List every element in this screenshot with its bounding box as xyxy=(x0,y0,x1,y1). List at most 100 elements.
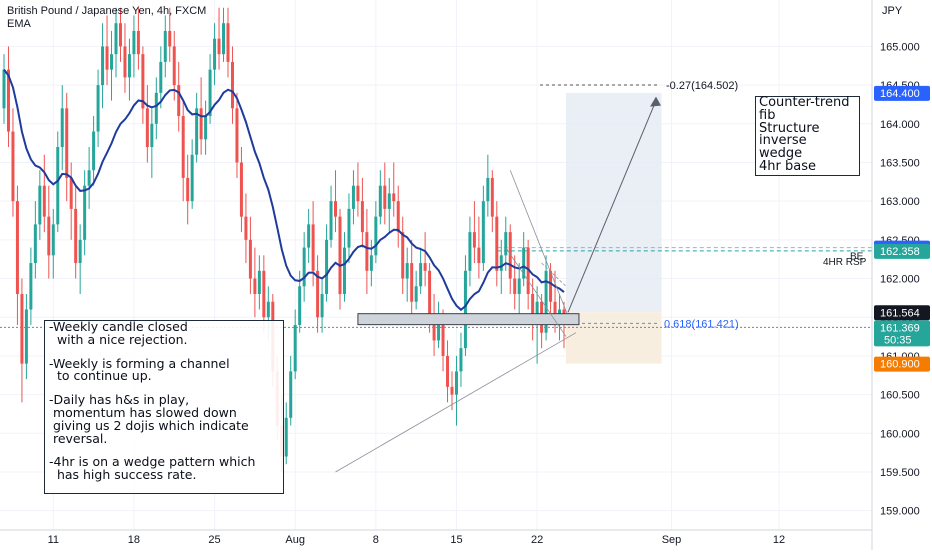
candle-body xyxy=(141,54,145,109)
candle-body xyxy=(298,286,302,325)
candle-body xyxy=(127,54,131,78)
candle-body xyxy=(101,46,105,86)
wedge-upper-line xyxy=(509,170,568,314)
candle-body xyxy=(248,239,252,279)
candle-body xyxy=(11,131,15,202)
x-tick-label: 15 xyxy=(450,534,462,546)
candle-body xyxy=(257,270,261,295)
candle-body xyxy=(20,294,24,364)
candle-body xyxy=(387,193,391,209)
y-tick-label: 160.000 xyxy=(880,428,920,440)
candle-body xyxy=(360,201,364,233)
candle-body xyxy=(154,92,158,124)
candle-body xyxy=(105,46,109,70)
note-line: Structure xyxy=(759,120,820,136)
candle-body xyxy=(65,108,69,178)
candle-body xyxy=(204,116,208,140)
rsp-label: 4HR RSP xyxy=(823,257,867,268)
candle-body xyxy=(472,232,476,248)
candle-body xyxy=(74,208,78,264)
note-line: -Weekly is forming a channel xyxy=(49,355,230,371)
candle-body xyxy=(235,108,239,163)
candle-body xyxy=(316,270,320,318)
wedge-lower-line xyxy=(505,247,567,337)
candle-body xyxy=(190,154,194,202)
candle-body xyxy=(56,147,60,225)
candle-body xyxy=(405,263,409,279)
candle-body xyxy=(419,263,423,287)
candle-body xyxy=(253,278,257,295)
candle-body xyxy=(2,69,6,109)
price-badge-label: 164.400 xyxy=(880,88,920,100)
candle-body xyxy=(186,177,190,202)
candle-body xyxy=(374,216,378,256)
candle-body xyxy=(132,30,136,55)
candle-body xyxy=(213,38,217,70)
candle-body xyxy=(450,386,454,395)
candle-body xyxy=(96,85,100,132)
candle-body xyxy=(159,61,163,93)
candle-body xyxy=(266,301,270,318)
setup-note-box[interactable]: Counter-trend fib Structure inverse wedge 4hr… xyxy=(755,96,860,176)
candle-body xyxy=(262,270,266,318)
candle-body xyxy=(24,309,28,364)
candle-body xyxy=(410,263,414,302)
candle-body xyxy=(325,239,329,295)
candle-body xyxy=(334,201,338,217)
candle-body xyxy=(531,294,535,325)
candle-body xyxy=(181,116,185,178)
candle-body xyxy=(33,224,37,264)
analysis-note-box[interactable]: -Weekly candle closed with a nice reject… xyxy=(44,320,284,494)
candle-body xyxy=(177,85,181,117)
candle-body xyxy=(145,108,149,148)
candle-body xyxy=(87,170,91,186)
projection-arrow-head xyxy=(650,96,661,107)
candle-body xyxy=(15,201,19,295)
note-line: reversal. xyxy=(49,430,108,446)
candle-body xyxy=(486,177,490,202)
candle-body xyxy=(441,317,445,356)
candle-body xyxy=(504,232,508,256)
support-zone-box xyxy=(357,313,580,326)
candle-body xyxy=(239,162,243,217)
candle-body xyxy=(549,270,553,302)
y-tick-label: 164.000 xyxy=(880,119,920,131)
candle-body xyxy=(526,247,530,295)
candle-body xyxy=(195,108,199,155)
candle-body xyxy=(244,216,248,240)
chart-header: British Pound / Japanese Yen, 4h, FXCM E… xyxy=(7,5,206,31)
candle-body xyxy=(437,317,441,341)
candle-body xyxy=(163,30,167,62)
candle-body xyxy=(311,224,315,271)
ema-line xyxy=(3,68,565,312)
candle-body xyxy=(351,185,355,209)
price-badge xyxy=(874,243,930,259)
candle-body xyxy=(208,69,212,117)
price-badge-label: 161.564 xyxy=(880,307,920,319)
x-tick-label: 8 xyxy=(373,534,379,546)
price-badge xyxy=(874,85,930,101)
candle-body xyxy=(338,216,342,295)
candle-body xyxy=(293,324,297,372)
x-tick-label: Sep xyxy=(662,534,682,546)
symbol-title: British Pound / Japanese Yen, 4h, FXCM xyxy=(7,5,207,17)
candle-body xyxy=(284,417,288,457)
candle-body xyxy=(347,208,351,248)
candle-body xyxy=(320,294,324,318)
note-line: has high success rate. xyxy=(49,467,197,483)
candle-body xyxy=(499,255,503,271)
candle-body xyxy=(423,263,427,271)
y-tick-label: 162.000 xyxy=(880,274,920,286)
note-line: Counter-trend xyxy=(759,95,850,110)
candle-body xyxy=(47,216,51,256)
candle-body xyxy=(123,46,127,78)
candle-body xyxy=(217,38,221,55)
note-line: fib xyxy=(759,107,776,123)
note-line: -4hr is on a wedge pattern which xyxy=(49,454,256,470)
projection-arrow xyxy=(567,100,657,313)
countdown-label: 50:35 xyxy=(884,334,912,346)
candle-body xyxy=(110,54,114,70)
be-label: BE xyxy=(850,252,864,263)
candle-body xyxy=(302,247,306,287)
